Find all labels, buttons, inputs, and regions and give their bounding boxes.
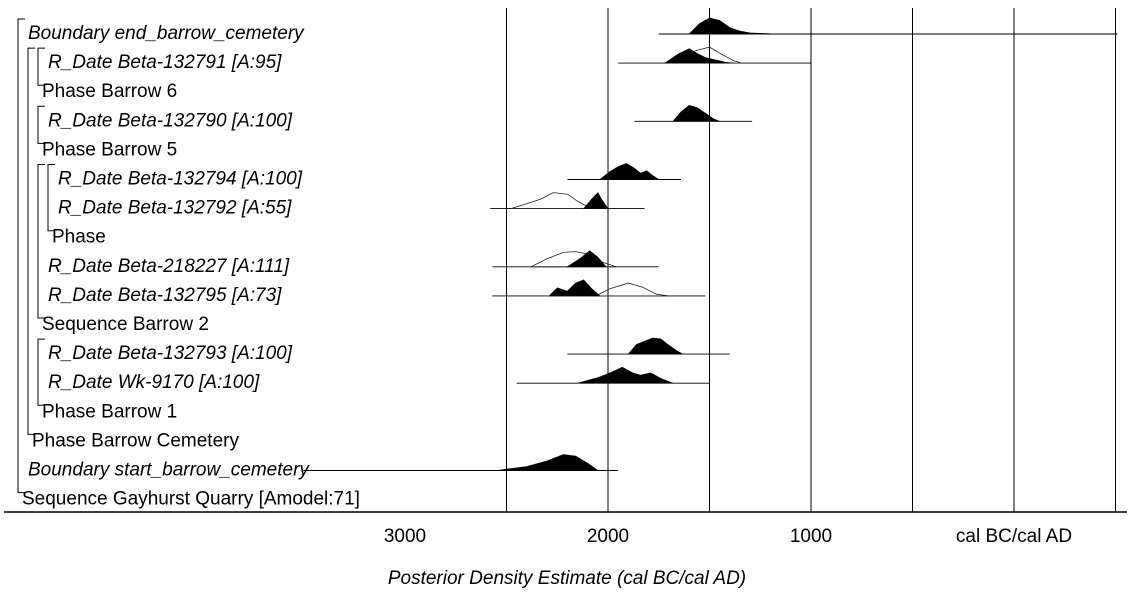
row-label: Phase	[52, 227, 106, 248]
row-label: R_Date Beta-132795 [A:73]	[48, 285, 282, 306]
row-label: Sequence Barrow 2	[42, 314, 209, 335]
model-bracket	[37, 338, 45, 406]
model-bracket	[37, 164, 45, 319]
row-label: R_Date Beta-132791 [A:95]	[48, 52, 282, 73]
row-label: R_Date Beta-132790 [A:100]	[48, 110, 293, 131]
model-bracket	[37, 47, 45, 86]
tick-layer: 3000 2000 1000 cal BC/cal AD	[384, 526, 1072, 547]
x-tick-label: 3000	[384, 526, 426, 547]
posterior-distribution	[577, 366, 674, 384]
posterior-distribution	[496, 454, 599, 471]
posterior-distribution	[566, 250, 607, 268]
prior-distribution	[530, 251, 617, 268]
row-label: Sequence Gayhurst Quarry [Amodel:71]	[22, 489, 360, 510]
row-label: Phase Barrow 5	[42, 139, 177, 160]
posterior-distribution	[688, 17, 812, 35]
x-axis-title: Posterior Density Estimate (cal BC/cal A…	[388, 568, 746, 589]
row-label: R_Date Beta-218227 [A:111]	[48, 256, 290, 277]
bracket-layer	[17, 18, 55, 494]
x-tick-label: 2000	[587, 526, 629, 547]
row-label: R_Date Beta-132792 [A:55]	[58, 198, 292, 219]
row-label: Phase Barrow Cemetery	[32, 430, 239, 451]
row-label: Boundary end_barrow_cemetery	[28, 23, 305, 44]
label-layer: Boundary end_barrow_cemetery R_Date Beta-…	[22, 23, 360, 510]
prior-distribution	[595, 282, 669, 297]
posterior-distribution	[582, 192, 609, 209]
posterior-distribution	[672, 104, 720, 122]
posterior-distribution	[663, 48, 734, 64]
row-label: R_Date Beta-132794 [A:100]	[58, 169, 303, 190]
model-bracket	[17, 18, 25, 494]
posterior-distribution	[627, 337, 684, 355]
row-label: Phase Barrow 1	[42, 401, 177, 422]
row-label: R_Date Beta-132793 [A:100]	[48, 343, 293, 364]
model-bracket	[27, 47, 35, 435]
row-label: Boundary start_barrow_cemetery	[28, 460, 310, 481]
posterior-distribution	[599, 163, 660, 180]
grid-layer	[506, 8, 1116, 512]
posterior-distribution	[548, 279, 601, 297]
x-tick-label: cal BC/cal AD	[956, 526, 1072, 547]
row-label: Phase Barrow 6	[42, 81, 177, 102]
row-label: R_Date Wk-9170 [A:100]	[48, 372, 260, 393]
x-tick-label: 1000	[790, 526, 832, 547]
curve-layer	[303, 17, 1118, 471]
model-bracket	[37, 105, 45, 144]
model-bracket	[47, 164, 55, 232]
